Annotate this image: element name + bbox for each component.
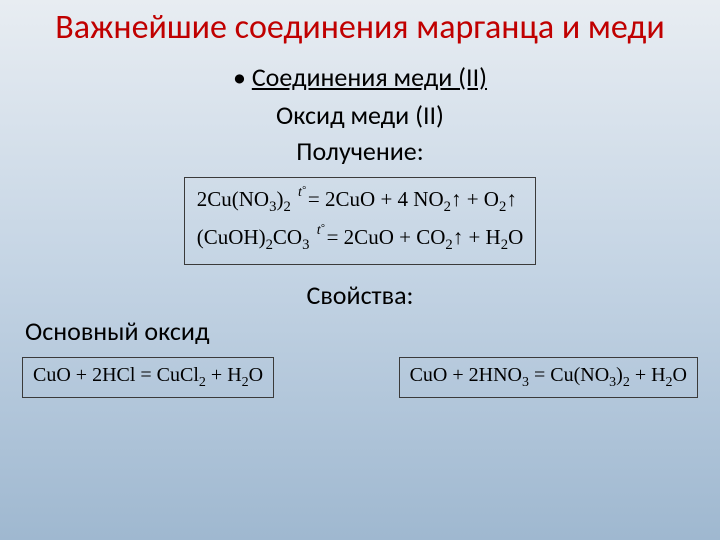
bottom-equations-row: CuO + 2HCl = CuCl2 + H2O CuO + 2HNO3 = C… bbox=[0, 357, 720, 398]
equations-main-box: 2Cu(NO3)2 t= 2CuO + 4 NO2↑ + O2↑ (CuOH)2… bbox=[184, 177, 537, 265]
basic-oxide-label: Основный оксид bbox=[0, 315, 720, 347]
bullet-marker: • bbox=[233, 61, 246, 93]
equation-box-left: CuO + 2HCl = CuCl2 + H2O bbox=[22, 357, 274, 398]
heading-copper-oxide: Оксид меди (II) bbox=[0, 99, 720, 131]
properties-label: Свойства: bbox=[0, 279, 720, 311]
content-area: • Соединения меди (II) Оксид меди (II) П… bbox=[0, 61, 720, 311]
heading-preparation: Получение: bbox=[0, 135, 720, 167]
slide-container: Важнейшие соединения марганца и меди • С… bbox=[0, 0, 720, 540]
equation-right: CuO + 2HNO3 = Cu(NO3)2 + H2O bbox=[410, 364, 687, 391]
heading-copper-compounds: Соединения меди (II) bbox=[252, 61, 487, 93]
bullet-heading: • Соединения меди (II) bbox=[0, 61, 720, 93]
equation-box-right: CuO + 2HNO3 = Cu(NO3)2 + H2O bbox=[399, 357, 698, 398]
equation-2: (CuOH)2CO3 t= 2CuO + CO2↑ + H2O bbox=[197, 220, 524, 258]
slide-title: Важнейшие соединения марганца и меди bbox=[0, 8, 720, 47]
equation-left: CuO + 2HCl = CuCl2 + H2O bbox=[33, 364, 263, 391]
equation-1: 2Cu(NO3)2 t= 2CuO + 4 NO2↑ + O2↑ bbox=[197, 182, 524, 220]
